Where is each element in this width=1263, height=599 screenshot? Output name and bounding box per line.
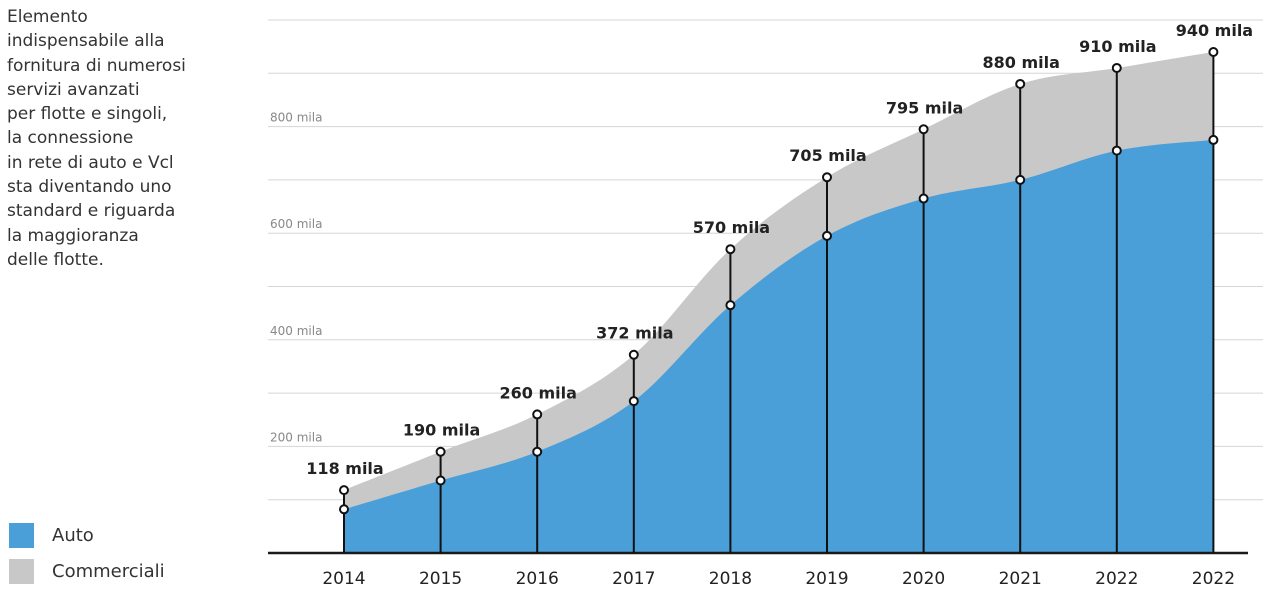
total-marker: [725, 244, 736, 255]
auto-marker: [339, 504, 349, 515]
auto-marker: [1015, 174, 1026, 185]
total-marker: [532, 409, 543, 420]
x-tick-label: 2020: [902, 569, 945, 589]
total-value-label: 795 mila: [886, 98, 963, 117]
legend-swatch-commerciali: [9, 558, 34, 584]
total-value-label: 705 mila: [789, 146, 866, 165]
auto-area: [344, 139, 1214, 553]
total-value-label: 910 mila: [1079, 37, 1156, 56]
total-marker: [339, 485, 349, 496]
x-tick-label: 2018: [709, 569, 752, 589]
legend-label-auto: Auto: [52, 524, 94, 546]
auto-marker: [918, 193, 929, 204]
auto-marker: [1111, 145, 1122, 156]
total-value-label: 260 mila: [499, 383, 576, 402]
total-value-label: 372 mila: [596, 324, 673, 343]
auto-marker: [435, 475, 446, 486]
y-tick-label: 600 mila: [270, 217, 322, 231]
auto-marker: [532, 446, 543, 457]
total-marker: [435, 446, 446, 457]
auto-marker: [628, 396, 639, 407]
x-tick-label: 2022: [1192, 569, 1235, 589]
total-marker: [1015, 78, 1026, 89]
intro-text: Elemento indispensabile alla fornitura d…: [7, 7, 186, 270]
x-tick-label: 2017: [612, 569, 655, 589]
x-tick-label: 2014: [322, 569, 365, 589]
total-value-label: 570 mila: [693, 218, 770, 237]
total-marker: [628, 349, 639, 360]
x-tick-label: 2022: [1095, 569, 1138, 589]
auto-marker: [725, 300, 736, 311]
legend-label-commerciali: Commerciali: [52, 560, 165, 582]
x-tick-label: 2019: [805, 569, 848, 589]
total-marker: [1208, 46, 1219, 57]
total-marker: [918, 124, 929, 135]
total-marker: [1111, 62, 1122, 73]
legend: Auto Commerciali: [9, 517, 165, 589]
legend-swatch-auto: [9, 522, 34, 548]
y-tick-label: 800 mila: [270, 111, 322, 125]
y-tick-label: 200 mila: [270, 430, 322, 444]
total-value-label: 940 mila: [1176, 21, 1253, 40]
legend-item-commerciali: Commerciali: [9, 553, 165, 589]
x-tick-label: 2016: [516, 569, 559, 589]
auto-marker: [1208, 134, 1219, 145]
legend-item-auto: Auto: [9, 517, 165, 553]
total-value-label: 190 mila: [403, 421, 480, 440]
auto-marker: [822, 230, 832, 241]
total-marker: [822, 172, 832, 183]
x-tick-label: 2015: [419, 569, 462, 589]
total-value-label: 880 mila: [982, 53, 1059, 72]
x-tick-label: 2021: [999, 569, 1042, 589]
y-tick-label: 400 mila: [270, 324, 322, 338]
total-value-label: 118 mila: [306, 459, 383, 478]
